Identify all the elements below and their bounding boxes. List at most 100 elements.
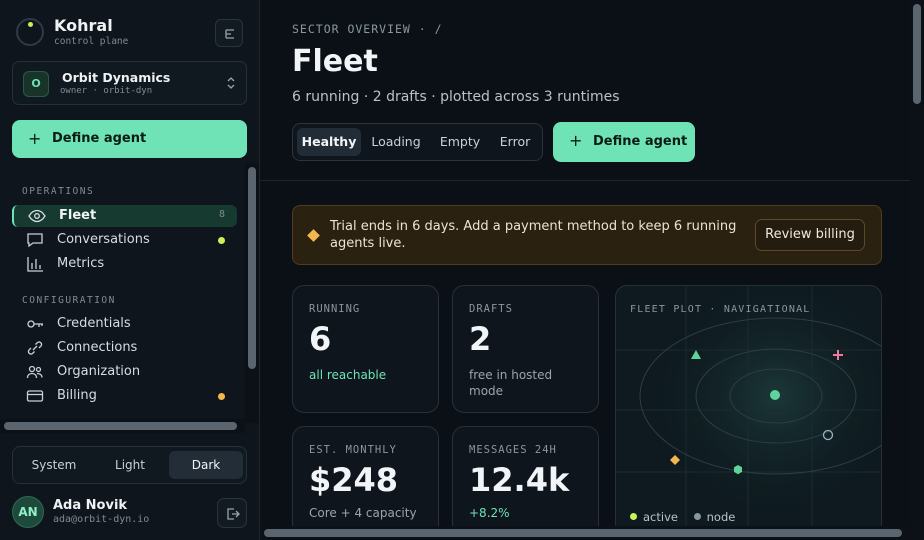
tab-loading[interactable]: Loading xyxy=(371,134,421,149)
theme-option-light[interactable]: Light xyxy=(115,458,145,472)
brand-subtitle: control plane xyxy=(54,36,129,47)
theme-switcher: System Light Dark xyxy=(12,446,247,484)
avatar[interactable]: AN xyxy=(12,496,44,528)
sidebar: Kohral control plane O Orbit Dynamics ow… xyxy=(0,0,260,540)
scrollbar-thumb[interactable] xyxy=(264,529,902,537)
user-email: ada@orbit-dyn.io xyxy=(53,514,150,525)
sidebar-vertical-scrollbar[interactable] xyxy=(245,163,259,423)
org-switcher[interactable]: O Orbit Dynamics owner · orbit-dyn xyxy=(12,61,247,105)
stat-value: $248 xyxy=(309,461,399,499)
theme-option-system[interactable]: System xyxy=(31,458,77,472)
plot-node-diamond xyxy=(670,455,680,465)
tab-healthy[interactable]: Healthy xyxy=(297,128,361,156)
trial-banner: Trial ends in 6 days. Add a payment meth… xyxy=(292,205,882,265)
sidebar-item-label: Fleet xyxy=(59,208,97,223)
sidebar-item-label: Credentials xyxy=(57,316,131,331)
sidebar-item-credentials[interactable]: Credentials xyxy=(12,313,237,335)
sidebar-nav: OPERATIONS Fleet 8 Conversations Metrics… xyxy=(0,170,245,418)
page-subtitle: 6 running · 2 drafts · plotted across 3 … xyxy=(292,89,620,105)
stat-note: all reachable xyxy=(309,368,387,382)
plot-node-triangle xyxy=(691,350,701,359)
orbit-logo-icon xyxy=(16,18,44,46)
stat-note: +8.2% xyxy=(469,506,510,520)
billing-alert-dot xyxy=(218,393,225,400)
card-icon xyxy=(26,390,44,402)
define-agent-label: Define agent xyxy=(593,134,688,149)
plot-title: FLEET PLOT · NAVIGATIONAL xyxy=(630,304,811,315)
stat-label: MESSAGES 24H xyxy=(469,444,557,456)
stat-value: 6 xyxy=(309,320,332,358)
chat-icon xyxy=(27,233,43,248)
fleet-plot[interactable]: FLEET PLOT · NAVIGATIONAL active node xyxy=(615,285,882,535)
plot-node-cross xyxy=(833,350,843,360)
fleet-count-badge: 8 xyxy=(218,209,225,220)
page-title: Fleet xyxy=(292,44,378,79)
stat-card-monthly: EST. MONTHLY $248 Core + 4 capacity xyxy=(292,426,439,540)
scrollbar-thumb[interactable] xyxy=(4,422,237,430)
tab-error[interactable]: Error xyxy=(499,134,531,149)
plus-icon: + xyxy=(569,131,583,150)
sidebar-item-fleet[interactable]: Fleet 8 xyxy=(12,205,237,227)
sidebar-item-label: Organization xyxy=(57,364,141,379)
state-segmented-control: Healthy Loading Empty Error xyxy=(292,123,543,161)
users-icon xyxy=(26,365,43,379)
sidebar-item-organization[interactable]: Organization xyxy=(12,361,237,383)
define-agent-label: Define agent xyxy=(52,131,147,146)
legend-label: active xyxy=(643,510,678,524)
bar-chart-icon xyxy=(27,257,43,272)
sidebar-item-label: Billing xyxy=(57,388,97,403)
main-content: SECTOR OVERVIEW · / Fleet 6 running · 2 … xyxy=(260,0,924,540)
define-agent-sidebar-button[interactable]: + Define agent xyxy=(12,120,247,158)
logout-button[interactable] xyxy=(217,498,247,528)
review-billing-button[interactable]: Review billing xyxy=(755,219,865,251)
banner-message: Trial ends in 6 days. Add a payment meth… xyxy=(330,219,737,251)
stat-card-messages: MESSAGES 24H 12.4k +8.2% xyxy=(452,426,599,540)
stat-card-drafts: DRAFTS 2 free in hosted mode xyxy=(452,285,599,413)
user-profile: AN Ada Novik ada@orbit-dyn.io xyxy=(12,496,247,530)
stat-note: Core + 4 capacity xyxy=(309,506,417,520)
section-label-configuration: CONFIGURATION xyxy=(22,295,116,306)
plot-node-active xyxy=(770,390,780,400)
sidebar-item-conversations[interactable]: Conversations xyxy=(12,229,237,251)
scrollbar-thumb[interactable] xyxy=(248,167,256,369)
brand[interactable]: Kohral control plane xyxy=(16,16,246,50)
legend-item-active: active xyxy=(630,510,678,524)
chevron-up-down-icon xyxy=(227,77,235,89)
legend-item-node: node xyxy=(693,510,736,524)
sidebar-horizontal-scrollbar[interactable] xyxy=(0,419,245,433)
sidebar-item-label: Metrics xyxy=(57,256,105,271)
main-vertical-scrollbar[interactable] xyxy=(910,0,924,526)
unread-dot xyxy=(218,237,225,244)
legend-label: node xyxy=(706,510,736,524)
warning-diamond-icon xyxy=(307,229,320,242)
sidebar-item-label: Conversations xyxy=(57,232,150,247)
stat-label: RUNNING xyxy=(309,303,361,315)
section-label-operations: OPERATIONS xyxy=(22,186,95,197)
main-horizontal-scrollbar[interactable] xyxy=(260,526,924,540)
scrollbar-thumb[interactable] xyxy=(913,4,921,104)
sidebar-item-connections[interactable]: Connections xyxy=(12,337,237,359)
header-divider xyxy=(260,180,910,181)
collapse-sidebar-button[interactable] xyxy=(215,19,243,47)
sidebar-item-metrics[interactable]: Metrics xyxy=(12,253,237,275)
tab-empty[interactable]: Empty xyxy=(439,134,481,149)
theme-option-dark[interactable]: Dark xyxy=(169,451,243,479)
stat-card-running: RUNNING 6 all reachable xyxy=(292,285,439,413)
eye-icon xyxy=(28,209,46,223)
plot-canvas xyxy=(616,286,881,534)
plot-node-hex xyxy=(734,465,742,475)
sidebar-item-billing[interactable]: Billing xyxy=(12,385,237,407)
plot-legend: active node xyxy=(630,510,747,524)
sidebar-collapse-icon xyxy=(225,29,234,39)
org-avatar: O xyxy=(23,71,49,97)
define-agent-button[interactable]: + Define agent xyxy=(553,122,695,162)
plot-node-ring xyxy=(822,429,834,441)
link-icon xyxy=(27,341,43,355)
breadcrumb[interactable]: SECTOR OVERVIEW · / xyxy=(292,22,443,36)
user-name: Ada Novik xyxy=(53,498,128,513)
plus-icon: + xyxy=(28,129,42,148)
org-meta: owner · orbit-dyn xyxy=(60,86,153,96)
legend-swatch xyxy=(630,513,637,520)
sidebar-item-label: Connections xyxy=(57,340,138,355)
